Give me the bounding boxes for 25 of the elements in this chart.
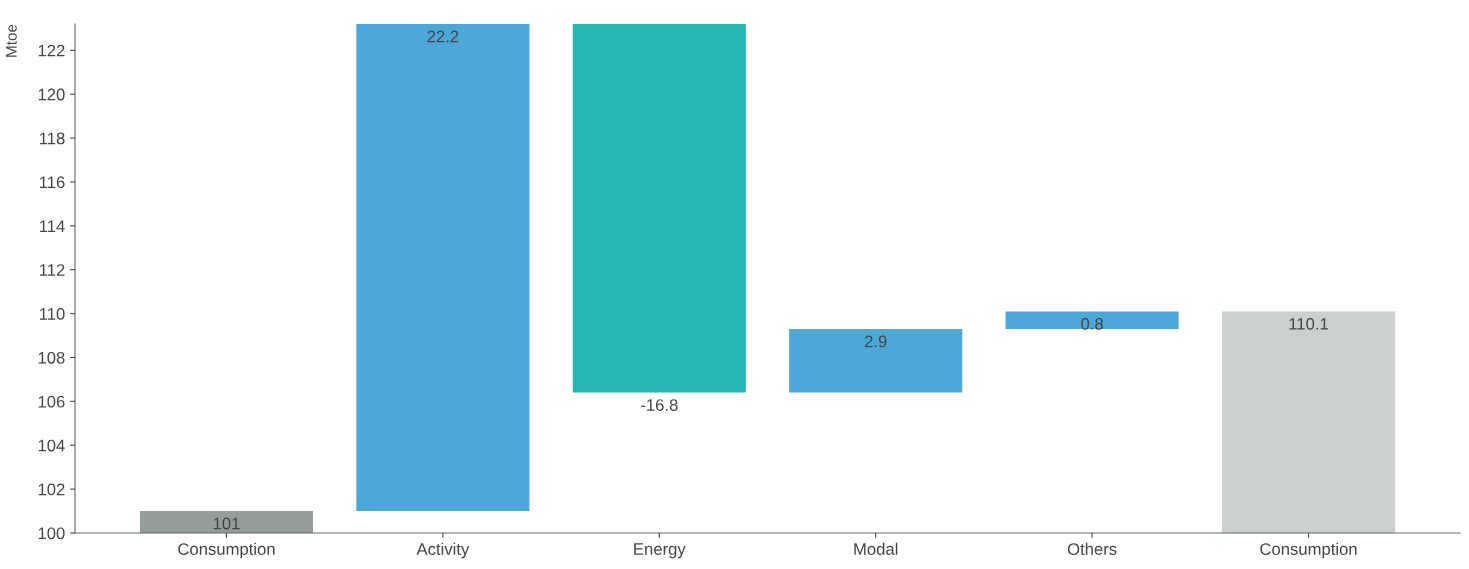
y-tick-label: 112 [39,264,65,276]
data-label: 110.1 [1289,317,1328,330]
y-tick-label: 110 [39,308,65,320]
x-tick-label: Modal [854,542,898,555]
y-tick-label: 118 [39,132,65,145]
y-tick-label: 106 [38,395,65,408]
data-label: -16.8 [641,399,678,411]
data-label: 2.9 [864,335,887,348]
x-tick-label: Activity [416,542,470,559]
data-label: 0.8 [1081,317,1103,330]
y-tick-label: 114 [39,220,65,232]
x-tick-label: Energy [634,543,686,559]
x-tick-label: Consumption [1260,542,1357,559]
x-tick-label: Consumption [178,542,275,559]
data-label: 22.2 [427,30,459,43]
y-tick-label: 116 [39,176,65,189]
data-label: 101 [213,517,240,530]
y-axis-title: Mtoe [6,24,17,57]
y-tick-label: 104 [38,439,65,452]
y-tick-label: 122 [38,44,65,57]
y-tick-label: 102 [38,483,65,496]
y-tick-label: 100 [38,527,65,540]
y-tick-label: 120 [38,88,65,101]
x-tick-label: Others [1067,542,1117,555]
y-tick-label: 108 [38,351,65,364]
